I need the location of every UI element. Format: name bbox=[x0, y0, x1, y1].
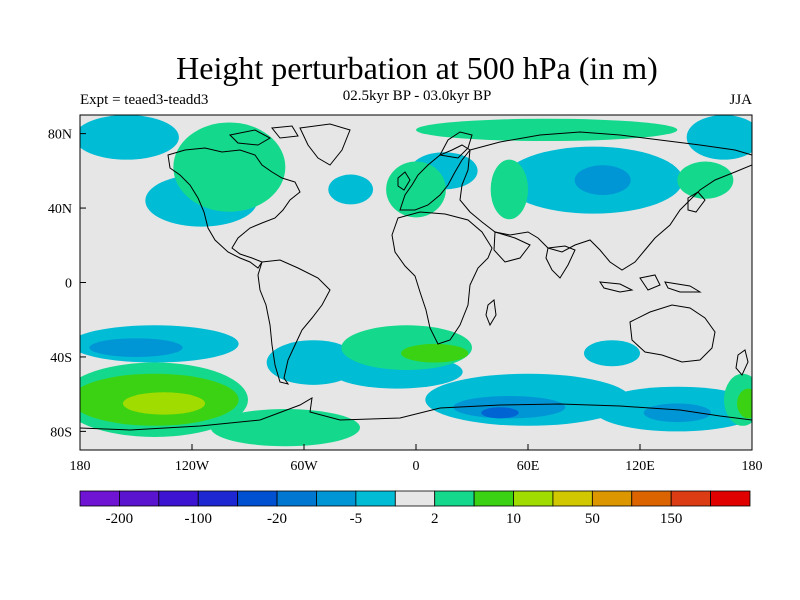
contour-fields bbox=[80, 115, 752, 447]
coastline-australia bbox=[629, 304, 716, 363]
experiment-label: Expt = teaed3-teadd3 bbox=[80, 92, 209, 108]
contour-region-neg_small-0 bbox=[80, 115, 179, 160]
colorbar-label: -5 bbox=[350, 511, 363, 527]
colorbar-label: -100 bbox=[184, 511, 212, 527]
colorbar-swatch bbox=[670, 490, 711, 507]
colorbar-swatch bbox=[552, 490, 593, 507]
colorbar-label: 10 bbox=[506, 511, 521, 527]
lon-tick-label: 60E bbox=[517, 459, 540, 474]
lon-tick-label: 120E bbox=[625, 459, 655, 474]
colorbar-swatch bbox=[394, 490, 436, 507]
axis-ticks: 180 120W 60W 0 60E 120E 180 80N 40N 0 40S 80S bbox=[48, 128, 763, 474]
contour-region-pos_medium-1 bbox=[401, 343, 469, 363]
coastline-greenland bbox=[299, 123, 351, 166]
contour-region-neg_large-0 bbox=[481, 407, 519, 419]
colorbar-swatch bbox=[434, 490, 475, 507]
colorbar-swatch bbox=[513, 490, 554, 507]
field-pos_large bbox=[122, 392, 206, 415]
colorbar-label: 50 bbox=[585, 511, 600, 527]
field-neg_medium bbox=[89, 165, 711, 423]
contour-region-pos_small-2 bbox=[416, 118, 678, 142]
lon-tick-label: 180 bbox=[70, 459, 91, 474]
coastline-india bbox=[545, 245, 576, 279]
contour-region-pos_small-4 bbox=[677, 161, 734, 199]
contour-region-pos_large-0 bbox=[122, 392, 206, 415]
chart-title: Height perturbation at 500 hPa (in m) bbox=[176, 50, 658, 86]
colorbar-swatch bbox=[197, 490, 239, 507]
colorbar-label: 2 bbox=[431, 511, 439, 527]
coastline-north-america bbox=[167, 147, 301, 269]
lat-tick-label: 40N bbox=[48, 202, 72, 217]
coastline-british-isles bbox=[397, 171, 411, 191]
lat-tick-label: 0 bbox=[65, 277, 72, 292]
colorbar: -200 -100 -20 -5 2 10 50 150 bbox=[79, 490, 751, 527]
colorbar-swatch bbox=[276, 490, 317, 507]
lon-tick-label: 120W bbox=[175, 459, 210, 474]
colorbar-swatch bbox=[473, 490, 514, 507]
coastline-arctic-islands bbox=[228, 125, 299, 146]
contour-region-pos_small-0 bbox=[173, 122, 286, 212]
colorbar-swatch bbox=[316, 490, 357, 507]
contour-region-neg_small-11 bbox=[584, 340, 640, 367]
colorbar-label: 150 bbox=[660, 511, 683, 527]
coastline-europe bbox=[399, 144, 471, 211]
coastline-japan bbox=[687, 191, 706, 213]
contour-region-neg_medium-3 bbox=[643, 403, 711, 423]
coastline-indonesia bbox=[598, 274, 702, 293]
colorbar-swatch bbox=[355, 490, 396, 507]
coastline-new-zealand bbox=[735, 349, 749, 376]
coastline-south-america bbox=[257, 259, 331, 385]
colorbar-label: -20 bbox=[267, 511, 287, 527]
contour-region-pos_small-3 bbox=[490, 159, 528, 220]
lon-tick-label: 60W bbox=[290, 459, 318, 474]
coastline-madagascar bbox=[485, 299, 497, 327]
colorbar-swatch bbox=[119, 490, 160, 507]
colorbar-swatch bbox=[631, 490, 672, 507]
colorbar-swatch bbox=[237, 490, 278, 507]
lat-tick-label: 40S bbox=[50, 351, 72, 366]
colorbar-label: -200 bbox=[106, 511, 134, 527]
colorbar-swatch bbox=[158, 490, 199, 507]
colorbar-swatch bbox=[591, 490, 633, 507]
coastline-asia bbox=[459, 131, 752, 271]
contour-region-neg_medium-1 bbox=[89, 338, 183, 357]
contour-region-neg_medium-0 bbox=[574, 165, 631, 196]
lat-tick-label: 80N bbox=[48, 128, 72, 143]
contour-region-neg_small-5 bbox=[686, 115, 752, 160]
coastline-scandinavia bbox=[439, 131, 473, 159]
lon-tick-label: 180 bbox=[742, 459, 763, 474]
coastline-africa bbox=[391, 211, 493, 345]
field-neg_large bbox=[481, 407, 519, 419]
season-label: JJA bbox=[729, 92, 752, 108]
contour-region-pos_medium-2 bbox=[737, 388, 752, 419]
coastline-antarctica bbox=[80, 397, 752, 431]
lat-tick-label: 80S bbox=[50, 425, 72, 440]
colorbar-swatch bbox=[79, 490, 120, 507]
coastlines bbox=[80, 123, 752, 431]
contour-region-neg_small-2 bbox=[328, 174, 374, 205]
contour-region-pos_small-7 bbox=[210, 409, 360, 447]
coastline-arabia bbox=[493, 231, 531, 263]
lon-tick-label: 0 bbox=[413, 459, 420, 474]
contour-region-pos_small-1 bbox=[386, 161, 446, 218]
period-label: 02.5kyr BP - 03.0kyr BP bbox=[342, 88, 492, 104]
colorbar-swatch bbox=[710, 490, 751, 507]
